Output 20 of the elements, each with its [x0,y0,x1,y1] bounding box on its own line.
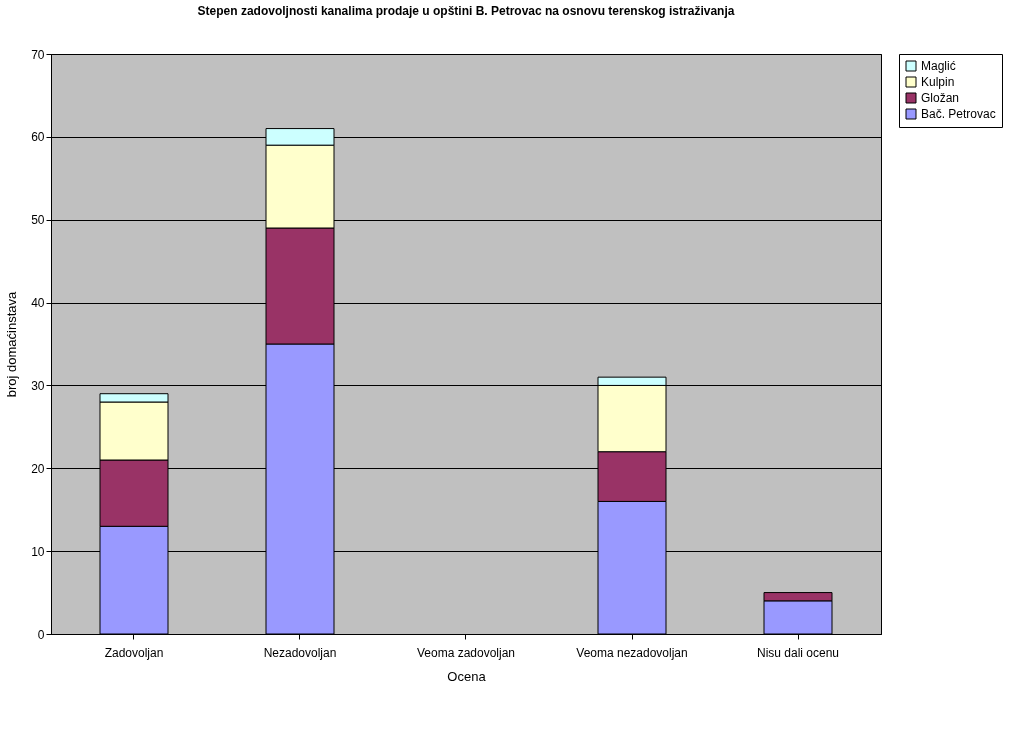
x-tick-label: Zadovoljan [104,645,164,660]
y-axis-title: broj domaćinstava [4,290,20,398]
y-tick-label: 30 [31,378,45,393]
x-tick-label: Veoma nezadovoljan [576,645,688,660]
y-tick-label: 70 [31,47,45,62]
y-tick-label: 60 [31,130,45,145]
x-axis-title: Ocena [447,668,487,684]
y-tick-label: 20 [31,461,45,476]
x-tick-label: Nezadovoljan [263,645,337,660]
legend-label: Bač. Petrovac [921,107,996,121]
y-tick-label: 50 [31,213,45,228]
legend-label: Gložan [921,91,960,105]
legend-label: Maglić [921,59,956,73]
y-tick-label: 0 [37,627,45,642]
y-tick-label: 40 [31,296,45,311]
y-tick-label: 10 [31,544,45,559]
x-tick-label: Nisu dali ocenu [756,645,840,660]
chart-title: Stepen zadovoljnosti kanalima prodaje u opštini B. Petrovac na osnovu terenskog istraživanja [197,4,735,18]
x-tick-label: Veoma zadovoljan [416,645,516,660]
legend-label: Kulpin [921,75,955,89]
